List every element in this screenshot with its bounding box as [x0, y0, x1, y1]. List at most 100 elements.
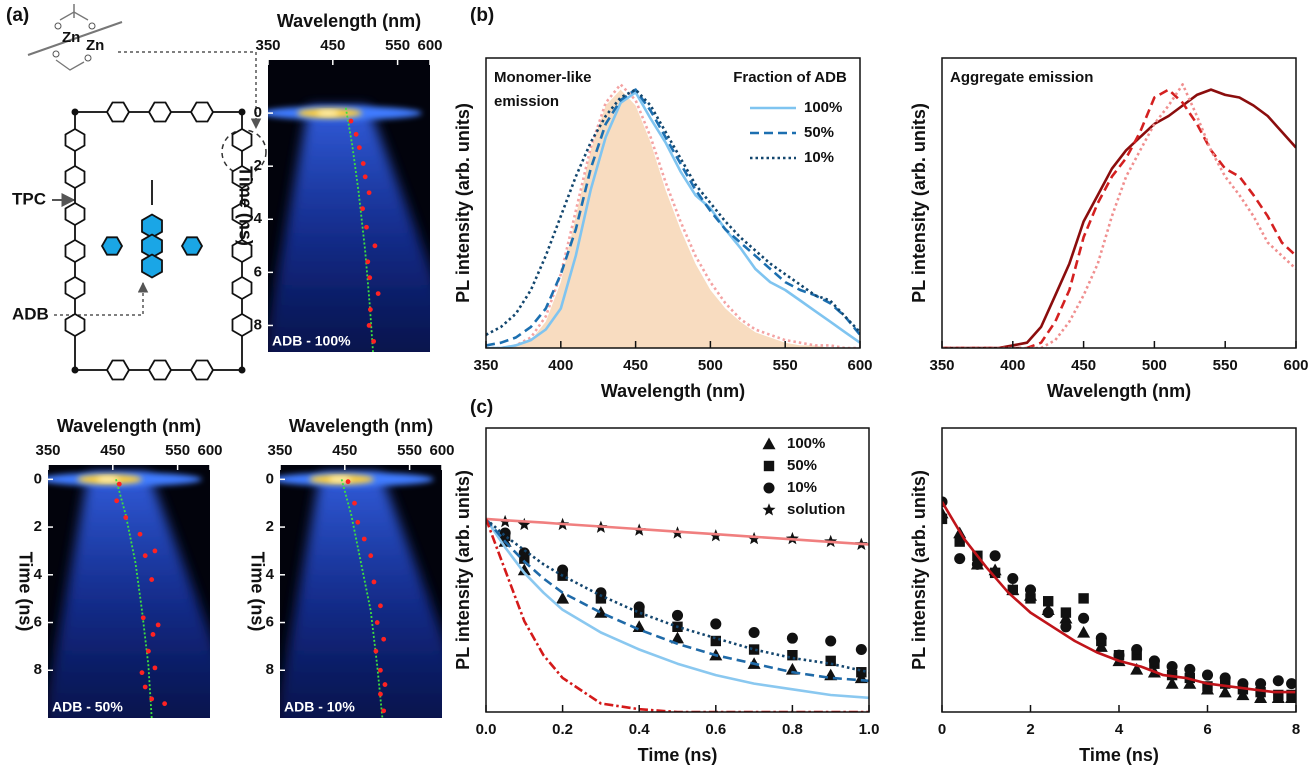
ring	[180, 236, 204, 256]
marker	[954, 553, 966, 565]
peak-point	[140, 615, 146, 621]
marker	[1286, 678, 1296, 690]
peak-point	[149, 696, 155, 702]
line	[942, 83, 1296, 348]
x-tick-label: 350	[255, 37, 280, 54]
x-tick-label: 350	[473, 357, 498, 374]
marker	[942, 513, 948, 525]
ring	[64, 127, 86, 153]
x-tick-label: 450	[623, 357, 648, 374]
x-tick-label: 0.4	[629, 721, 651, 738]
peak-point	[155, 622, 161, 628]
x-tick-label: 450	[332, 442, 357, 459]
peak-point	[356, 145, 362, 151]
x-tick-label: 0.6	[705, 721, 726, 738]
peak-point	[137, 531, 143, 537]
metal-label: Zn	[62, 29, 80, 46]
metal-label: Zn	[86, 37, 104, 54]
peak-point	[382, 682, 388, 687]
x-tick-label: 550	[773, 357, 798, 374]
ring	[64, 201, 86, 227]
x-tick-label: 1.0	[859, 721, 880, 738]
marker	[1166, 661, 1178, 673]
image-label: ADB - 100%	[272, 333, 351, 349]
marker	[1272, 675, 1284, 687]
x-tick-label: 600	[197, 442, 222, 459]
y-axis-title: Time (ns)	[15, 552, 35, 632]
peak-point	[378, 691, 383, 697]
x-tick-label: 400	[1000, 357, 1025, 374]
legend-marker	[762, 437, 776, 450]
atom	[54, 22, 62, 30]
peak-point	[366, 323, 372, 328]
marker	[517, 563, 531, 576]
x-tick-label: 2	[1026, 721, 1034, 738]
peak-point	[374, 620, 380, 625]
marker	[1255, 686, 1266, 698]
marker	[671, 609, 684, 621]
x-tick-label: 550	[397, 442, 422, 459]
line	[942, 501, 1296, 694]
peak-point	[360, 206, 366, 212]
plot-area	[486, 428, 869, 712]
y-tick-label: 8	[254, 316, 262, 333]
marker	[1273, 689, 1284, 701]
y-tick-label: 8	[34, 661, 42, 678]
x-tick-label: 600	[429, 442, 454, 459]
peak-point	[378, 667, 383, 673]
line	[486, 518, 869, 700]
marker	[1077, 625, 1091, 638]
pointer-arrow	[54, 281, 149, 316]
marker	[786, 632, 798, 644]
y-tick-label: 4	[266, 566, 275, 583]
peak-point	[365, 259, 371, 265]
marker	[671, 631, 684, 644]
peak-point	[142, 684, 148, 690]
marker	[1131, 643, 1143, 656]
streak-image	[280, 465, 442, 718]
marker	[499, 527, 511, 539]
y-axis-title: PL intensity (arb. units)	[453, 103, 473, 303]
plot-background	[942, 58, 1296, 348]
ring	[231, 201, 253, 227]
annotation: emission	[494, 93, 559, 110]
emission-cone	[280, 473, 442, 718]
x-tick-label: 0.0	[476, 721, 497, 738]
line	[486, 88, 860, 347]
marker	[787, 650, 798, 661]
marker	[1131, 650, 1142, 661]
marker	[1218, 685, 1232, 698]
marker	[556, 591, 570, 604]
x-axis-title: Wavelength (nm)	[289, 416, 433, 436]
node	[238, 108, 246, 116]
peak-point	[152, 548, 158, 554]
component-label: ADB	[12, 304, 49, 323]
marker	[519, 553, 530, 564]
marker	[1007, 584, 1018, 596]
marker	[971, 558, 983, 570]
y-tick-label: 2	[254, 157, 262, 174]
ligand-line	[27, 21, 123, 56]
x-tick-label: 6	[1203, 721, 1211, 738]
x-tick-label: 450	[320, 37, 345, 54]
area	[486, 89, 860, 348]
marker	[856, 667, 867, 678]
x-axis-title: Wavelength (nm)	[601, 381, 745, 401]
node	[71, 366, 79, 374]
line	[486, 518, 869, 683]
fit-line	[344, 107, 374, 352]
peak-point	[371, 338, 377, 344]
peak-point	[123, 515, 129, 520]
y-tick-label: 0	[266, 470, 274, 487]
ring	[231, 164, 253, 190]
peak-point	[361, 536, 367, 542]
ring	[231, 275, 253, 301]
atom	[84, 54, 92, 62]
streak-image	[48, 465, 210, 718]
peak-point	[146, 648, 151, 654]
marker	[595, 587, 607, 599]
marker	[1255, 678, 1267, 690]
marker	[710, 635, 721, 647]
panel-label: (c)	[470, 397, 493, 418]
